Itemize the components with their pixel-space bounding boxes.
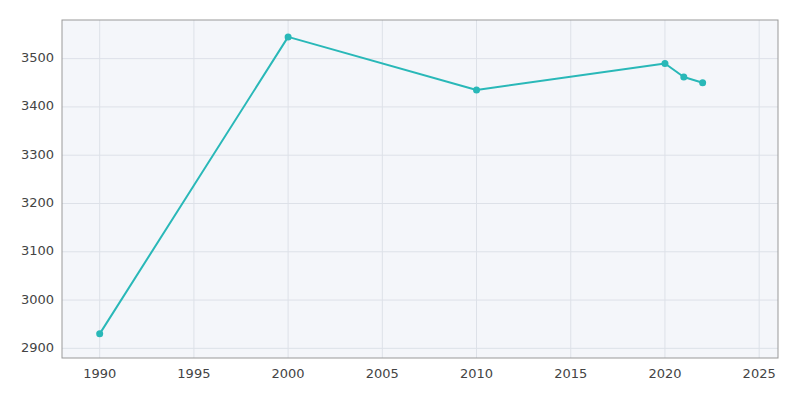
y-grid-line bbox=[62, 348, 778, 349]
x-tick-label: 2000 bbox=[272, 366, 305, 381]
x-tick-label: 1990 bbox=[83, 366, 116, 381]
x-tick-label: 2005 bbox=[366, 366, 399, 381]
y-tick-label: 3000 bbox=[21, 292, 54, 307]
x-grid-line bbox=[476, 20, 477, 358]
y-tick-label: 3300 bbox=[21, 147, 54, 162]
y-grid-line bbox=[62, 251, 778, 252]
point-marker bbox=[473, 87, 480, 94]
x-grid-line bbox=[193, 20, 194, 358]
point-marker bbox=[661, 60, 668, 67]
grid bbox=[62, 20, 778, 358]
plot-background bbox=[62, 20, 778, 358]
y-tick-label: 2900 bbox=[21, 340, 54, 355]
y-tick-label: 3200 bbox=[21, 195, 54, 210]
point-marker bbox=[699, 79, 706, 86]
x-tick-label: 2015 bbox=[554, 366, 587, 381]
x-grid-line bbox=[382, 20, 383, 358]
line bbox=[100, 37, 703, 334]
y-tick-label: 3100 bbox=[21, 243, 54, 258]
y-grid-line bbox=[62, 106, 778, 107]
x-tick-label: 2010 bbox=[460, 366, 493, 381]
chart-container: 2900 3000 3100 3200 3300 3400 3500 1990 1995 2000… bbox=[0, 0, 800, 400]
x-grid-line bbox=[759, 20, 760, 358]
point-marker bbox=[96, 330, 103, 337]
y-tick-label: 3500 bbox=[21, 50, 54, 65]
series bbox=[96, 33, 706, 337]
y-grid-line bbox=[62, 155, 778, 156]
x-grid-line bbox=[99, 20, 100, 358]
x-grid-line bbox=[664, 20, 665, 358]
x-tick-label: 2020 bbox=[648, 366, 681, 381]
chart-svg: 2900 3000 3100 3200 3300 3400 3500 1990 1995 2000… bbox=[0, 0, 800, 400]
y-grid-line bbox=[62, 58, 778, 59]
point-marker bbox=[285, 33, 292, 40]
plot-frame bbox=[62, 20, 778, 358]
axes: 2900 3000 3100 3200 3300 3400 3500 1990 1995 2000… bbox=[21, 50, 776, 381]
y-grid-line bbox=[62, 300, 778, 301]
y-tick-label: 3400 bbox=[21, 98, 54, 113]
x-grid-line bbox=[288, 20, 289, 358]
page: {"chart_data": {"type": "line", "x": [19… bbox=[0, 0, 800, 400]
x-tick-label: 2025 bbox=[743, 366, 776, 381]
y-grid-line bbox=[62, 203, 778, 204]
point-marker bbox=[680, 73, 687, 80]
x-tick-label: 1995 bbox=[177, 366, 210, 381]
x-grid-line bbox=[570, 20, 571, 358]
